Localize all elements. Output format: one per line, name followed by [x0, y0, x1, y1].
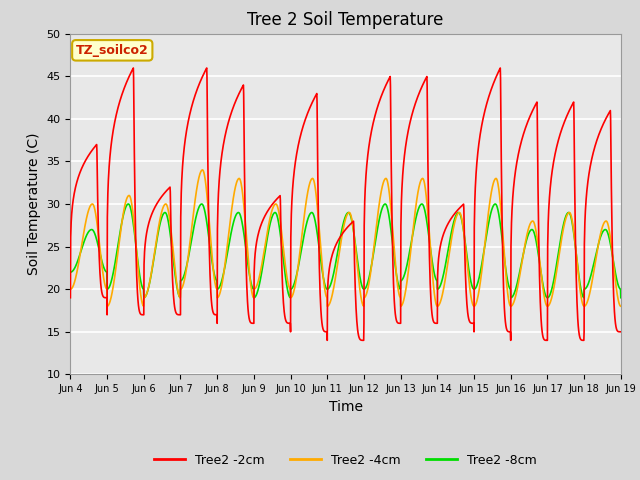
Y-axis label: Soil Temperature (C): Soil Temperature (C) — [27, 133, 41, 275]
X-axis label: Time: Time — [328, 400, 363, 414]
Legend: Tree2 -2cm, Tree2 -4cm, Tree2 -8cm: Tree2 -2cm, Tree2 -4cm, Tree2 -8cm — [149, 449, 542, 472]
Text: TZ_soilco2: TZ_soilco2 — [76, 44, 148, 57]
Title: Tree 2 Soil Temperature: Tree 2 Soil Temperature — [248, 11, 444, 29]
